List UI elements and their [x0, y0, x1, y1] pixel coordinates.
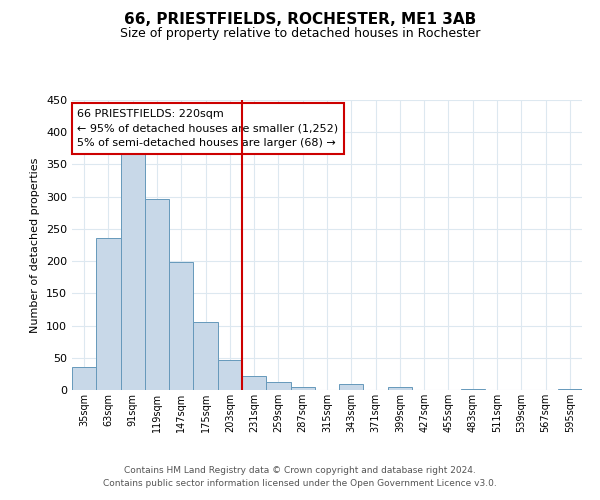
Bar — [145, 199, 169, 390]
Bar — [169, 262, 193, 390]
Bar — [242, 376, 266, 390]
Y-axis label: Number of detached properties: Number of detached properties — [31, 158, 40, 332]
Bar — [558, 388, 582, 390]
Text: 66 PRIESTFIELDS: 220sqm
← 95% of detached houses are smaller (1,252)
5% of semi-: 66 PRIESTFIELDS: 220sqm ← 95% of detache… — [77, 108, 338, 148]
Text: Contains HM Land Registry data © Crown copyright and database right 2024.
Contai: Contains HM Land Registry data © Crown c… — [103, 466, 497, 487]
Bar — [461, 388, 485, 390]
Bar — [193, 322, 218, 390]
Bar — [266, 382, 290, 390]
Bar — [388, 388, 412, 390]
Bar — [96, 238, 121, 390]
Text: 66, PRIESTFIELDS, ROCHESTER, ME1 3AB: 66, PRIESTFIELDS, ROCHESTER, ME1 3AB — [124, 12, 476, 28]
Bar — [290, 388, 315, 390]
Bar — [121, 153, 145, 390]
Bar — [218, 360, 242, 390]
Text: Size of property relative to detached houses in Rochester: Size of property relative to detached ho… — [120, 28, 480, 40]
Bar — [72, 368, 96, 390]
Bar — [339, 384, 364, 390]
